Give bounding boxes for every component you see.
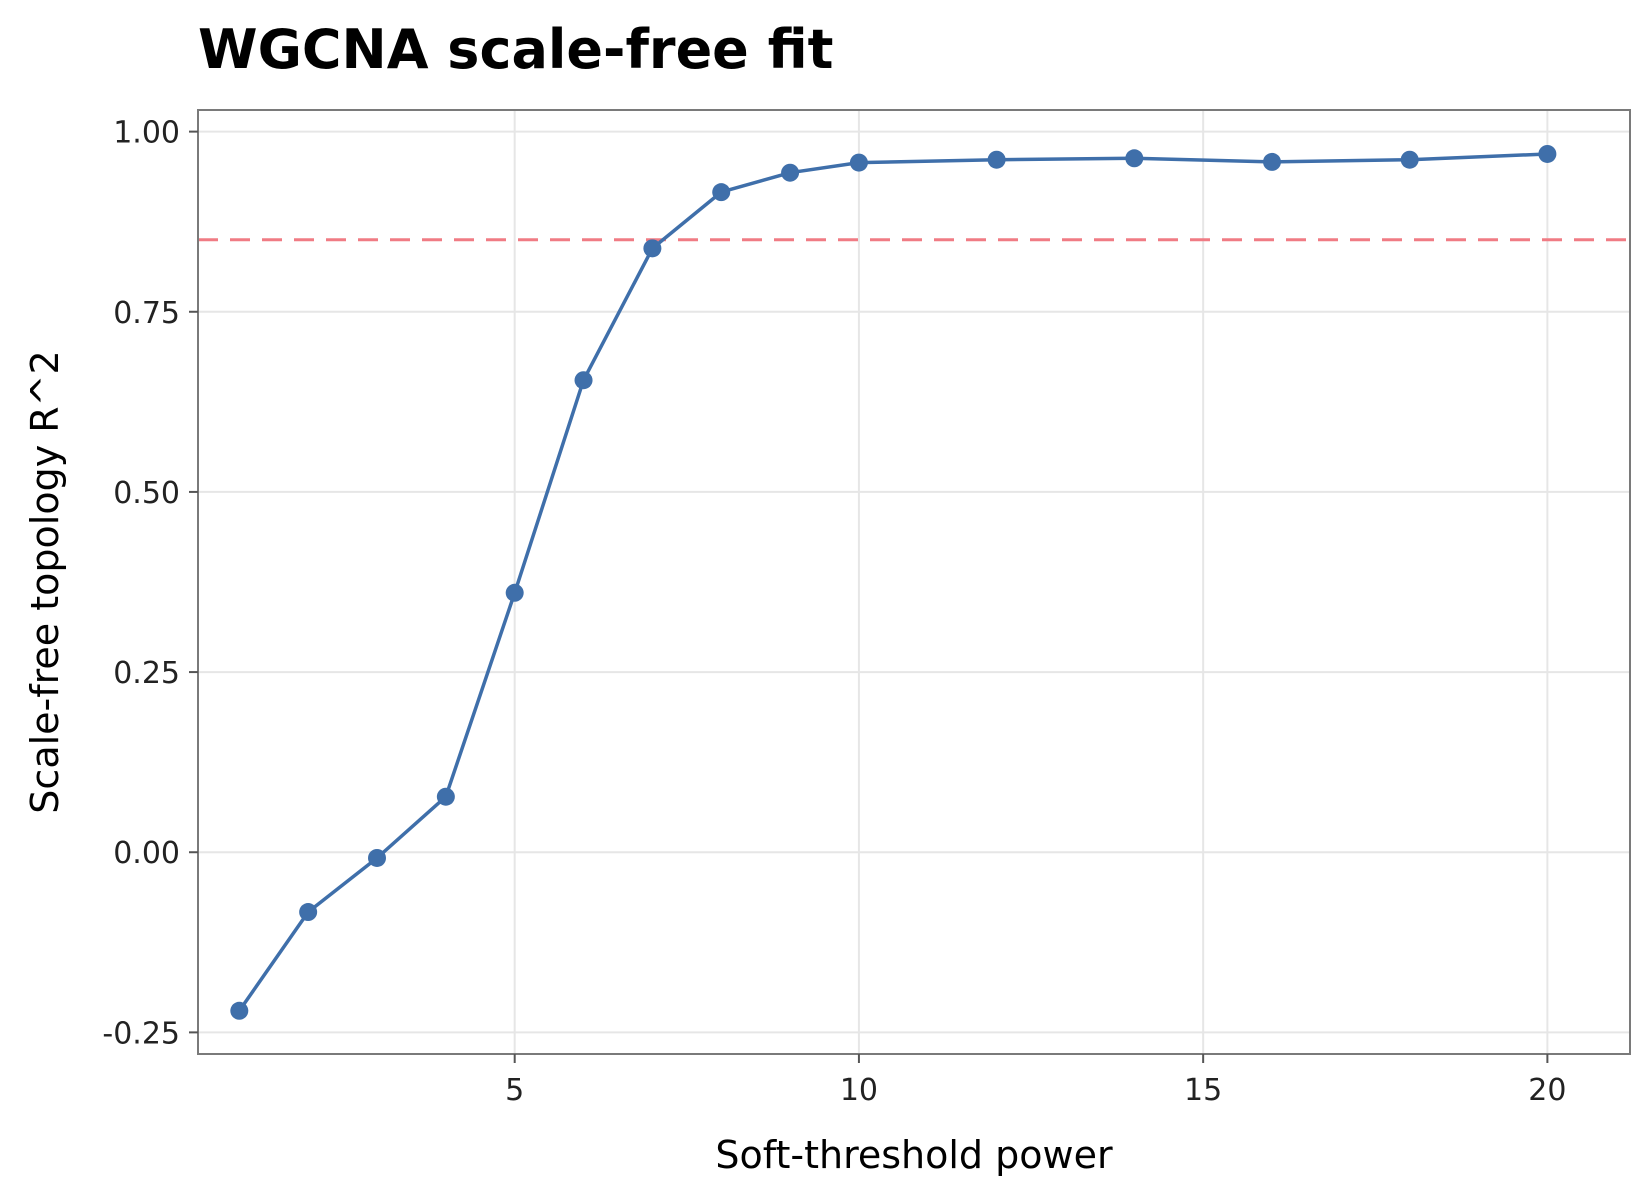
y-tick-label: 0.00 xyxy=(113,836,180,871)
x-tick-label: 5 xyxy=(505,1073,524,1108)
data-point xyxy=(230,1001,249,1020)
data-point xyxy=(1400,150,1419,169)
chart-title: WGCNA scale-free fit xyxy=(198,18,833,81)
y-axis-title: Scale-free topology R^2 xyxy=(23,350,67,813)
y-tick-label: 1.00 xyxy=(113,116,180,151)
y-tick-label: 0.75 xyxy=(113,296,180,331)
data-point xyxy=(1125,149,1144,168)
plot-background xyxy=(198,110,1630,1054)
x-tick-label: 20 xyxy=(1528,1073,1566,1108)
axis-layer: 5 10 15 20 -0.25 0.00 0.25 0.50 0.75 1.00 xyxy=(102,116,1566,1108)
data-point xyxy=(987,150,1006,169)
data-point xyxy=(781,163,800,182)
data-point xyxy=(436,787,455,806)
y-tick-label: 0.25 xyxy=(113,656,180,691)
data-point xyxy=(368,848,386,867)
y-tick-label: -0.25 xyxy=(102,1016,180,1051)
x-tick-label: 15 xyxy=(1184,1073,1222,1108)
grid-lines xyxy=(198,110,1630,1054)
data-point xyxy=(299,903,318,922)
data-point xyxy=(574,371,593,390)
x-tick-label: 10 xyxy=(840,1073,878,1108)
data-point xyxy=(505,583,524,602)
data-point xyxy=(849,153,868,172)
x-axis-title: Soft-threshold power xyxy=(715,1133,1113,1177)
data-point xyxy=(712,183,731,202)
plot-border xyxy=(197,109,1631,1055)
data-point xyxy=(643,239,662,258)
data-point xyxy=(1263,152,1281,171)
series-layer xyxy=(230,144,1557,1020)
y-tick-label: 0.50 xyxy=(113,476,180,511)
data-point xyxy=(1538,144,1557,163)
